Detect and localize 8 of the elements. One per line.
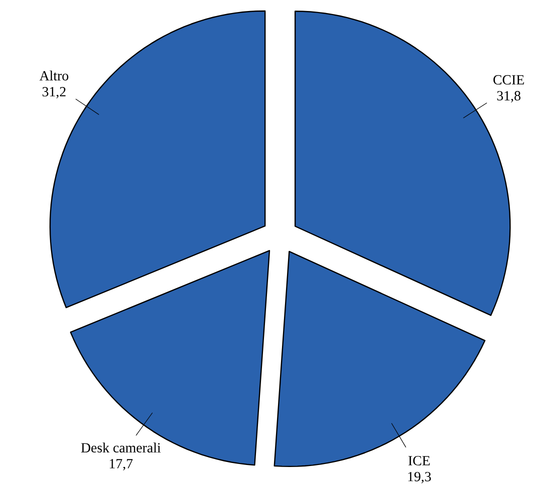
data-label: 31,2 — [42, 87, 66, 98]
data-label: 31,8 — [497, 91, 520, 102]
data-label: 19,3 — [408, 472, 431, 484]
slice-label: ICE — [408, 456, 430, 466]
slice-label: Altro — [40, 70, 68, 80]
data-label: 17,7 — [110, 459, 133, 470]
slice-label: CCIE — [493, 75, 524, 85]
slice-label: Desk camerali — [81, 442, 161, 452]
